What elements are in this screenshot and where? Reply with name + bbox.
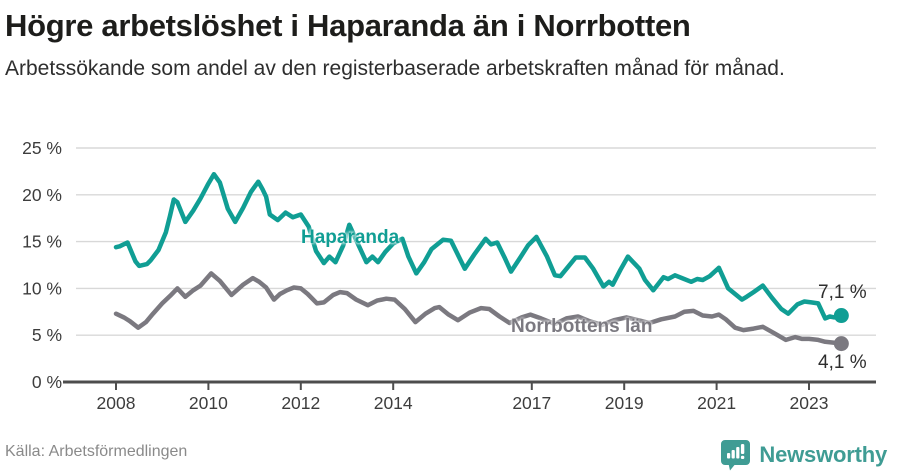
newsworthy-wordmark: Newsworthy — [759, 441, 887, 467]
series-end-dot-0 — [833, 308, 849, 324]
series-line-1 — [113, 271, 844, 346]
end-value-label-norrbotten: 4,1 % — [818, 352, 867, 373]
x-tick-label: 2021 — [697, 393, 736, 413]
x-tick-label: 2012 — [281, 393, 320, 413]
y-tick-label: 15 % — [22, 232, 62, 252]
chart-subtitle: Arbetssökande som andel av den registerb… — [5, 56, 785, 80]
page-title: Högre arbetslöshet i Haparanda än i Norr… — [5, 8, 691, 43]
x-tick-label: 2019 — [605, 393, 644, 413]
newsworthy-logo: Newsworthy — [719, 438, 887, 471]
header: Högre arbetslöshet i Haparanda än i Norr… — [5, 0, 885, 83]
y-tick-label: 25 % — [22, 138, 62, 158]
source-text: Källa: Arbetsförmedlingen — [5, 443, 188, 460]
x-tick-label: 2014 — [374, 393, 413, 413]
newsworthy-icon — [721, 440, 751, 471]
y-tick-label: 5 % — [32, 325, 62, 345]
series-label-norrbotten: Norrbottens län — [511, 316, 653, 337]
x-tick-label: 2023 — [790, 393, 829, 413]
end-value-label-haparanda: 7,1 % — [818, 282, 867, 303]
y-tick-label: 20 % — [22, 185, 62, 205]
x-tick-label: 2017 — [512, 393, 551, 413]
series-end-dot-1 — [833, 336, 849, 352]
x-tick-label: 2008 — [97, 393, 136, 413]
series-label-haparanda: Haparanda — [301, 227, 400, 248]
y-tick-label: 0 % — [32, 372, 62, 392]
x-tick-label: 2010 — [189, 393, 228, 413]
y-tick-label: 10 % — [22, 278, 62, 298]
series-line-0 — [113, 171, 844, 321]
